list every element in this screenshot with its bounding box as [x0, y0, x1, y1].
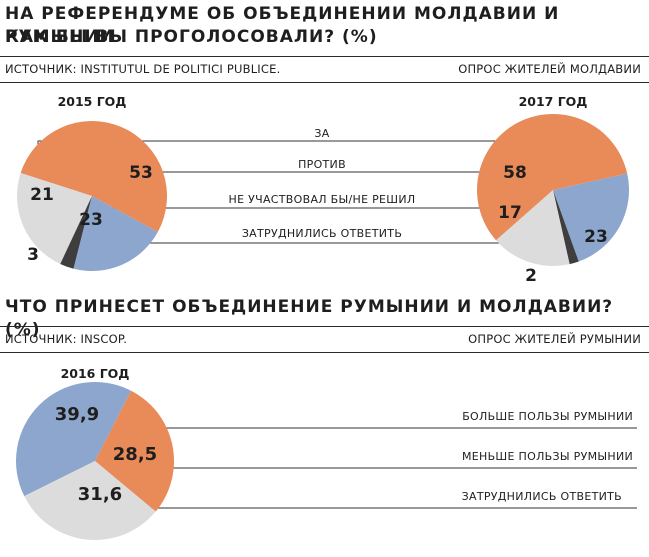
value-2016-zatrudnilis: 31,6 — [78, 484, 122, 505]
legend-label-ne-uchastvoval: НЕ УЧАСТВОВАЛ БЫ/НЕ РЕШИЛ — [229, 193, 416, 206]
section1-rule — [0, 56, 649, 57]
legend-label-menshe: МЕНЬШЕ ПОЛЬЗЫ РУМЫНИИ — [462, 450, 633, 463]
slice-protiv — [477, 113, 628, 241]
legend-label-zatrudnilis-2016: ЗАТРУДНИЛИСЬ ОТВЕТИТЬ — [462, 490, 622, 503]
pie-2015 — [16, 121, 167, 271]
section1-title-line1: НА РЕФЕРЕНДУМЕ ОБ ОБЪЕДИНЕНИИ МОЛДАВИИ И… — [5, 4, 560, 47]
slice-zatrudnilis — [24, 461, 156, 540]
legend-label-za: ЗА — [314, 127, 329, 140]
section2-rule — [0, 326, 649, 327]
slice-za — [73, 196, 158, 271]
section2-title: ЧТО ПРИНЕСЕТ ОБЪЕДИНЕНИЕ РУМЫНИИ И МОЛДА… — [5, 297, 614, 340]
slice-za — [553, 173, 630, 262]
pie-2016 — [16, 382, 174, 540]
section2-rule-bottom — [0, 352, 649, 353]
pie-2015-title: 2015 ГОД — [58, 94, 127, 109]
value-2015-zatrudnilis: 3 — [27, 245, 39, 265]
slice-bolshe — [16, 382, 132, 497]
value-2015-za: 21 — [30, 185, 54, 205]
value-2017-zatrudnilis: 2 — [525, 266, 537, 286]
value-2017-protiv: 58 — [503, 163, 527, 183]
slice-ne-uchastvoval — [16, 173, 92, 264]
section1-rule-bottom — [0, 82, 649, 83]
section1-source: ИСТОЧНИК: INSTITUTUL DE POLITICI PUBLICE… — [5, 62, 281, 76]
pie-2016-title: 2016 ГОД — [61, 366, 130, 381]
legend-label-protiv: ПРОТИВ — [298, 158, 346, 171]
slice-zatrudnilis — [553, 190, 579, 265]
value-2015-protiv: 53 — [129, 163, 153, 183]
section2-source: ИСТОЧНИК: INSCOP. — [5, 332, 128, 346]
section1-poll: ОПРОС ЖИТЕЛЕЙ МОЛДАВИИ — [458, 62, 641, 76]
section1-title-line2: КАК БЫ ВЫ ПРОГОЛОСОВАЛИ? (%) — [5, 27, 378, 47]
legend-label-bolshe: БОЛЬШЕ ПОЛЬЗЫ РУМЫНИИ — [462, 410, 633, 423]
slice-menshe — [95, 390, 174, 512]
slice-zatrudnilis — [60, 196, 92, 269]
chart-labels: 2015 ГОД 2017 ГОД 2016 ГОД ЗА ПРОТИВ НЕ … — [27, 94, 633, 505]
pie-2017 — [477, 113, 630, 267]
value-2017-za: 23 — [584, 227, 608, 247]
value-2015-ne-uchastvoval: 23 — [79, 210, 103, 230]
value-2017-ne-uchastvoval: 17 — [498, 203, 522, 223]
pie-2017-title: 2017 ГОД — [519, 94, 588, 109]
value-2016-menshe: 28,5 — [113, 444, 157, 465]
slice-ne-uchastvoval — [496, 190, 570, 267]
value-2016-bolshe: 39,9 — [55, 404, 99, 425]
section2-poll: ОПРОС ЖИТЕЛЕЙ РУМЫНИИ — [468, 332, 641, 346]
legend-label-zatrudnilis: ЗАТРУДНИЛИСЬ ОТВЕТИТЬ — [242, 227, 402, 240]
slice-protiv — [20, 121, 167, 232]
